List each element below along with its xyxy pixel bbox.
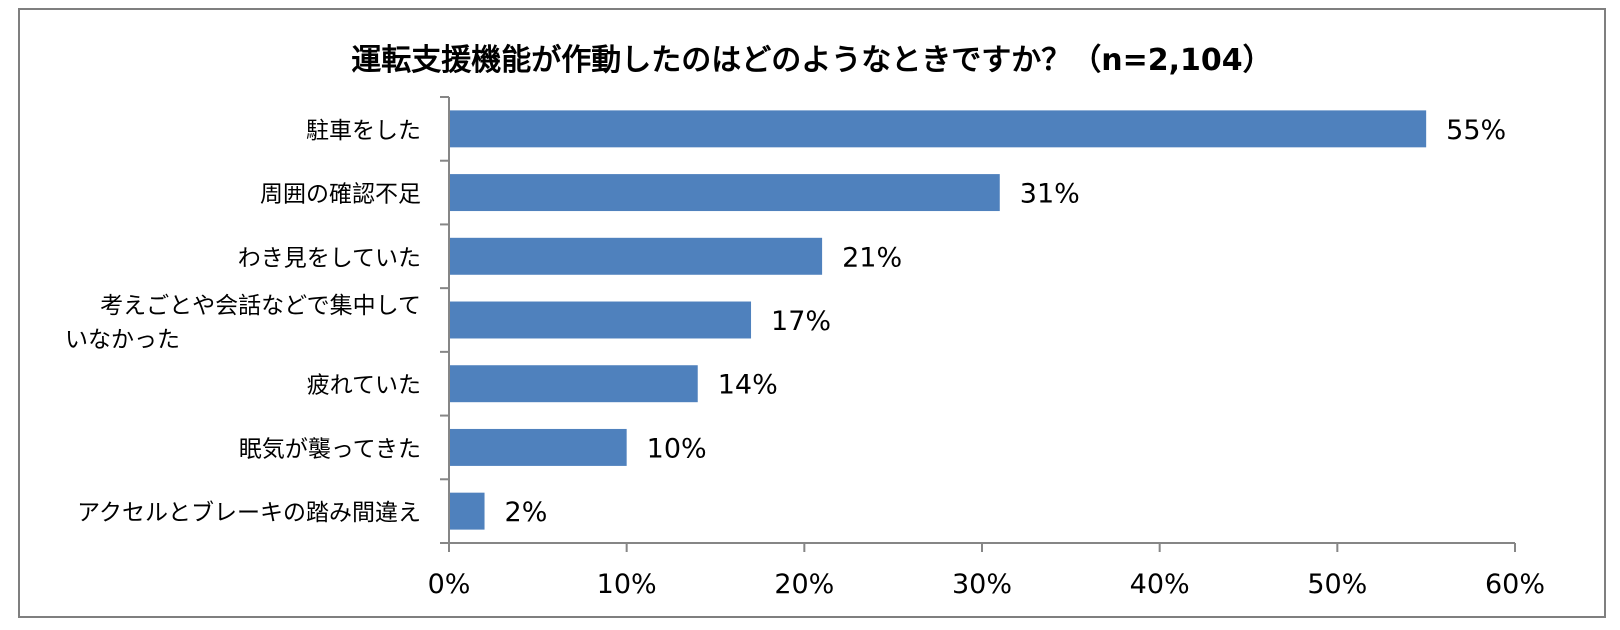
bar <box>449 492 485 530</box>
x-tick-label: 20% <box>774 569 834 600</box>
data-label: 2% <box>505 497 548 528</box>
data-label: 55% <box>1446 115 1506 146</box>
bar <box>449 428 627 466</box>
axes-group <box>440 96 1516 552</box>
bar <box>449 365 698 403</box>
category-label: 駐車をした <box>306 118 421 144</box>
category-label: 眠気が襲ってきた <box>239 436 421 462</box>
tick-labels-group: 0% 10% 20% 30% 40% 50% 60% <box>428 569 1545 600</box>
data-label: 14% <box>718 370 778 401</box>
category-label: 考えごとや会話などで集中して <box>100 293 421 319</box>
category-label-line2: いなかった <box>65 327 180 353</box>
data-label: 17% <box>771 306 831 337</box>
category-label: アクセルとブレーキの踏み間違え <box>77 500 421 526</box>
category-label: 周囲の確認不足 <box>260 182 421 208</box>
category-label: わき見をしていた <box>238 245 421 271</box>
x-tick-label: 10% <box>597 569 657 600</box>
chart-frame <box>18 8 1606 618</box>
data-label: 10% <box>647 433 707 464</box>
bar <box>449 237 823 275</box>
value-labels-group: 55% 31% 21% 17% 14% 10% 2% <box>505 115 1507 528</box>
x-tick-label: 50% <box>1307 569 1367 600</box>
data-label: 31% <box>1020 179 1080 210</box>
x-tick-label: 60% <box>1485 569 1545 600</box>
category-labels-group: 駐車をした周囲の確認不足わき見をしていた考えごとや会話などで集中していなかった疲… <box>65 118 421 526</box>
x-tick-label: 30% <box>952 569 1012 600</box>
x-tick-label: 0% <box>428 569 471 600</box>
category-label: 疲れていた <box>307 373 421 399</box>
chart-title: 運転支援機能が作動したのはどのようなときですか？（n=2,104） <box>351 43 1272 78</box>
bar <box>449 301 752 339</box>
bar <box>449 110 1427 148</box>
bar <box>449 174 1000 212</box>
bars-group <box>449 110 1427 530</box>
data-label: 21% <box>842 242 902 273</box>
x-tick-label: 40% <box>1130 569 1190 600</box>
